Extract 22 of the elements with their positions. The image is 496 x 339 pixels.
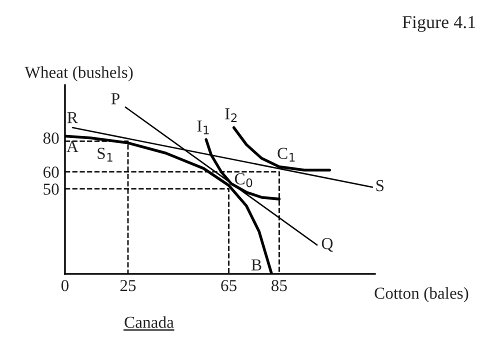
x-tick-label: 25 — [120, 280, 136, 292]
text: Canada — [124, 316, 174, 328]
annotation: C$_{0}$ — [234, 173, 252, 188]
y-tick-label: 50 — [44, 184, 59, 195]
x-axis-title: Cotton (bales) — [374, 287, 468, 302]
annotation: B — [251, 259, 262, 270]
text: S — [376, 180, 384, 192]
annotation: C$_{1}$ — [278, 148, 295, 162]
annotation: A — [66, 140, 78, 152]
y-tick-label: 60 — [43, 166, 59, 178]
annotation: Q — [322, 238, 333, 252]
annotation: I$_{1}$ — [197, 120, 209, 134]
y-tick-label: 80 — [43, 132, 59, 144]
annotation: I$_{2}$ — [225, 108, 237, 122]
annotation: S$_{1}$ — [98, 148, 112, 162]
x-tick-label: 65 — [221, 280, 236, 292]
y-axis-title: Wheat (bushels) — [24, 66, 133, 82]
annotation: R — [67, 112, 78, 124]
x-tick-label: 0 — [61, 280, 69, 292]
annotation: P — [111, 93, 120, 104]
x-tick-label: 85 — [272, 280, 287, 292]
text: Figure 4.1 — [402, 16, 476, 32]
